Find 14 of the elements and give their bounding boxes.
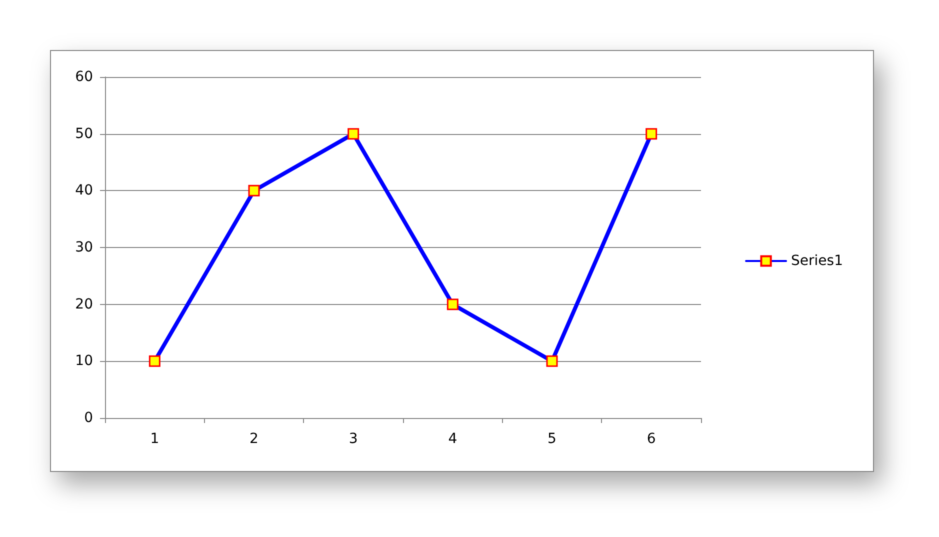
x-tick-label: 4 xyxy=(448,431,458,447)
legend-label: Series1 xyxy=(791,253,844,269)
y-tick-label: 10 xyxy=(75,353,93,370)
x-tick-label: 2 xyxy=(250,431,258,447)
y-tick-label: 30 xyxy=(75,240,93,256)
y-tick-label: 50 xyxy=(75,126,93,142)
y-tick-label: 20 xyxy=(75,296,93,312)
x-tick-label: 5 xyxy=(548,431,556,447)
y-tick-label: 60 xyxy=(75,69,93,85)
x-tick-label: 6 xyxy=(646,431,656,447)
x-tick-label: 3 xyxy=(348,431,358,447)
y-tick-label: 40 xyxy=(75,182,93,199)
x-tick-label: 1 xyxy=(150,431,160,447)
y-tick-label: 0 xyxy=(84,410,93,426)
